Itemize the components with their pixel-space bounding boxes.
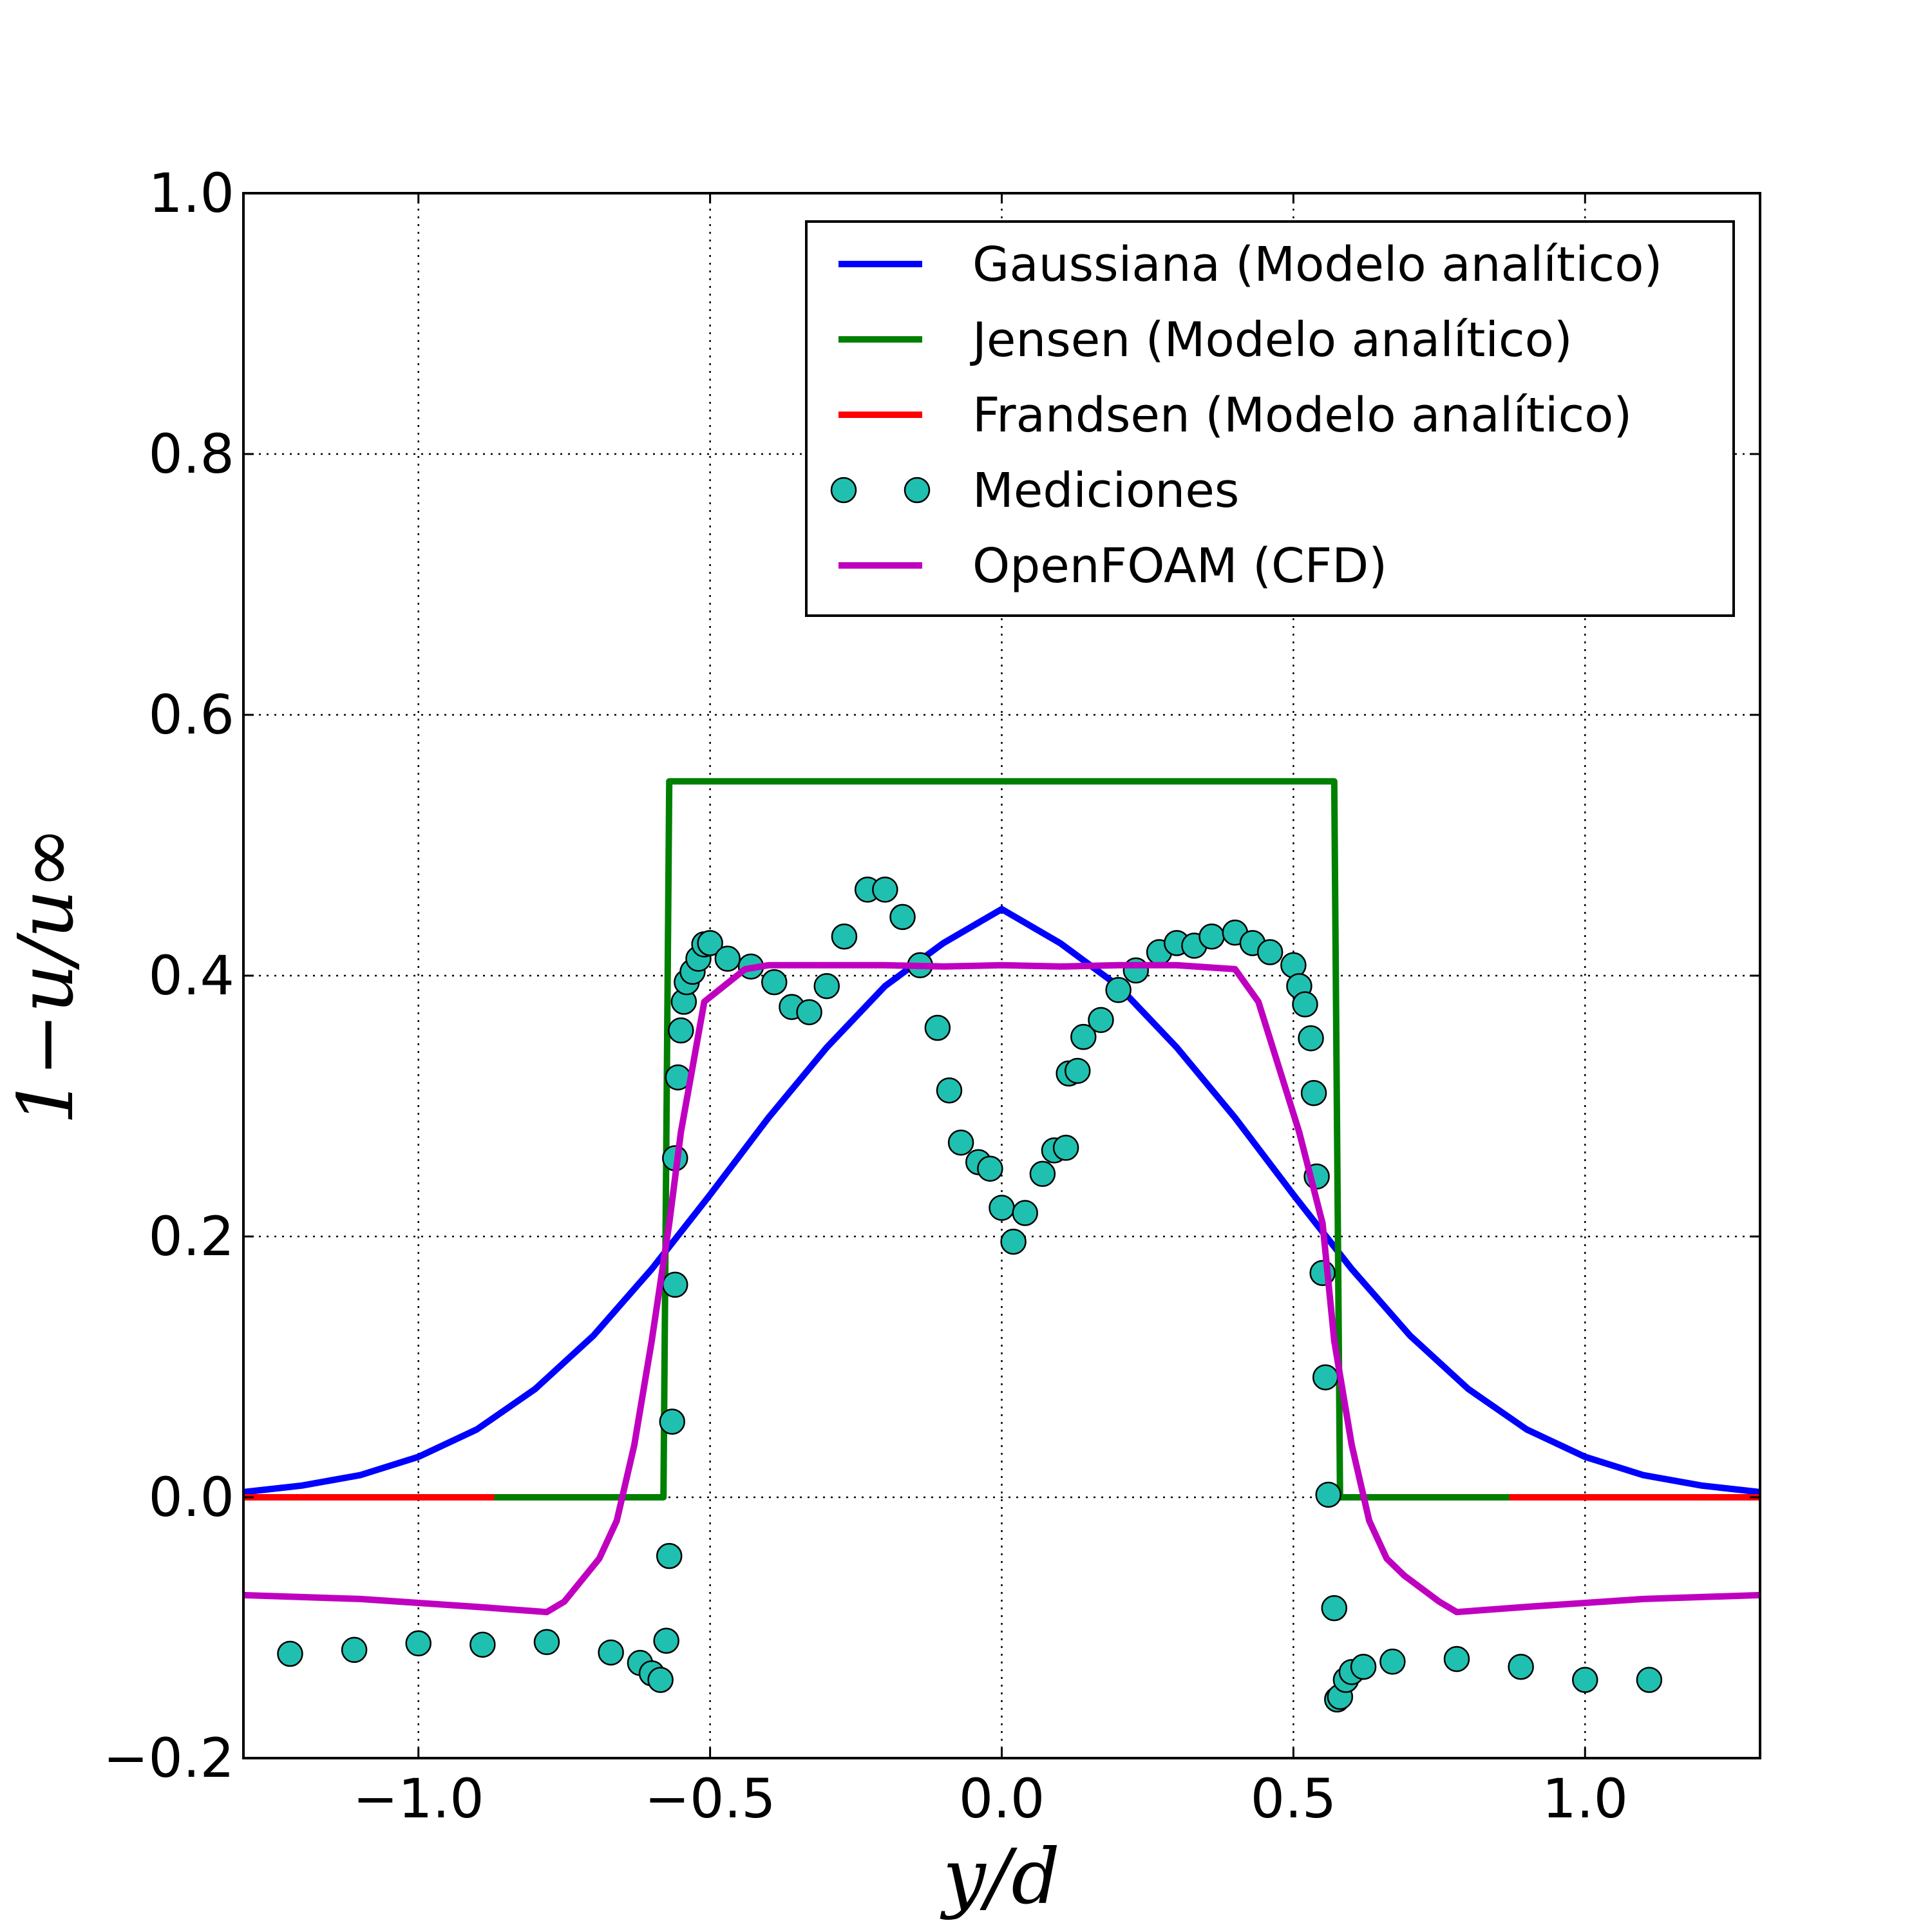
scatter-point (1256, 939, 1283, 965)
scatter-point (813, 972, 840, 999)
scatter-point (1379, 1648, 1406, 1675)
legend-label: Gaussiana (Modelo analítico) (972, 237, 1662, 292)
scatter-point (1292, 991, 1318, 1018)
y-tick-label: 1.0 (148, 162, 234, 225)
legend-label: Jensen (Modelo analítico) (970, 312, 1573, 368)
scatter-point (989, 1195, 1015, 1221)
scatter-point (1088, 1007, 1114, 1034)
legend: Gaussiana (Modelo analítico) Jensen (Mode… (805, 220, 1735, 617)
y-tick-label: 0.0 (148, 1466, 234, 1529)
scatter-point (653, 1627, 679, 1654)
x-tick-label: 0.5 (1251, 1767, 1337, 1830)
scatter-point (796, 999, 822, 1025)
scatter-point (1012, 1200, 1038, 1226)
scatter-point (1065, 1057, 1091, 1084)
ticks (243, 192, 1760, 1759)
scatter-point (977, 1155, 1003, 1182)
y-tick-label: −0.2 (103, 1727, 234, 1790)
scatter-point (1508, 1654, 1534, 1680)
scatter-point (598, 1639, 624, 1666)
y-tick-label: 0.6 (148, 683, 234, 746)
series-1-line (243, 905, 1760, 1495)
scatter-point (1572, 1667, 1598, 1693)
x-tick-label: −1.0 (353, 1767, 484, 1830)
x-axis-label: y/d (940, 1832, 1060, 1921)
scatter-point (1312, 1364, 1339, 1390)
y-tick-label: 0.2 (148, 1205, 234, 1268)
scatter-point (647, 1667, 674, 1693)
legend-label: Mediciones (972, 463, 1239, 518)
scatter-point (1321, 1595, 1348, 1622)
scatter-point (533, 1629, 560, 1656)
legend-entries: Gaussiana (Modelo analítico) Jensen (Mode… (830, 237, 1662, 594)
scatter-point (1315, 1481, 1341, 1508)
x-tick-label: 0.0 (959, 1767, 1045, 1830)
scatter-point (761, 969, 788, 996)
scatter-point (1070, 1023, 1097, 1050)
scatter-point (1636, 1667, 1663, 1693)
legend-label: OpenFOAM (CFD) (972, 538, 1387, 594)
scatter-point (947, 1129, 974, 1156)
scatter-point (662, 1271, 688, 1298)
legend-marker (830, 477, 857, 504)
scatter-point (469, 1631, 496, 1658)
scatter-point (1198, 923, 1225, 950)
scatter-point (1000, 1228, 1027, 1255)
series-5-line (243, 961, 1760, 1616)
scatter-point (1300, 1080, 1327, 1106)
scatter-point (831, 923, 858, 950)
scatter-point (936, 1077, 963, 1104)
scatter-point (277, 1640, 303, 1667)
scatter-point (1029, 1160, 1056, 1188)
scatter-point (341, 1636, 368, 1663)
scatter-point (889, 904, 916, 931)
x-tick-label: −0.5 (645, 1767, 776, 1830)
x-tick-label: 1.0 (1542, 1767, 1628, 1830)
y-tick-label: 0.8 (148, 422, 234, 486)
y-tick-label: 0.4 (148, 944, 234, 1007)
scatter-point (668, 1017, 694, 1044)
scatter-point (1052, 1135, 1079, 1161)
series-layer (243, 778, 1760, 1713)
scatter-point (659, 1408, 685, 1435)
y-axis-label: 1−u/u∞ (1, 826, 90, 1125)
legend-marker (904, 477, 931, 504)
legend-label: Frandsen (Modelo analítico) (972, 388, 1632, 443)
scatter-point (405, 1630, 431, 1657)
scatter-point (656, 1542, 683, 1569)
scatter-point (924, 1014, 951, 1041)
scatter-point (1122, 957, 1150, 984)
legend-box (805, 220, 1735, 617)
scatter-point (872, 876, 898, 903)
scatter-point (1105, 977, 1132, 1003)
scatter-point (1298, 1025, 1324, 1052)
series-2-line (243, 778, 1760, 1501)
scatter-point (1443, 1645, 1470, 1672)
scatter-point (1350, 1654, 1377, 1680)
tick-labels: −1.0 −0.5 0.0 0.5 1.0 −0.2 0.0 0.2 0.4 0.6 0.8 1.0 (103, 162, 1628, 1830)
scatter-point (697, 930, 723, 956)
scatter-point (714, 945, 741, 972)
